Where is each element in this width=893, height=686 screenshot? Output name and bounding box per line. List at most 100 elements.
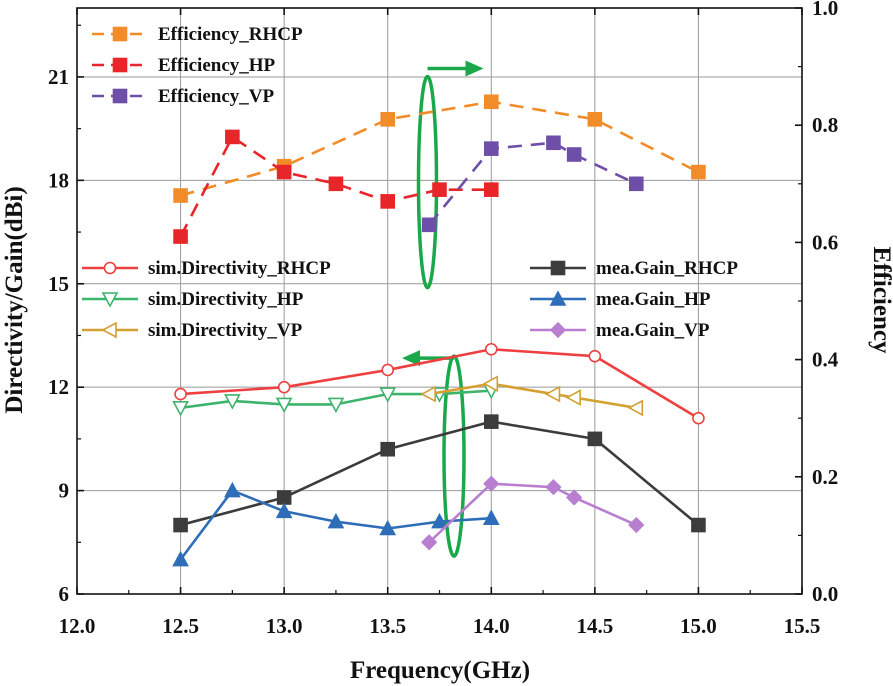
series-sim-directivity-rhcp — [174, 342, 705, 425]
y-right-tick-label: 0.4 — [812, 348, 839, 372]
data-point — [482, 375, 499, 393]
data-point — [483, 141, 499, 156]
data-point — [483, 414, 499, 429]
series-mea-gain-rhcp — [173, 414, 706, 533]
y-left-tick-label: 15 — [48, 272, 69, 296]
y-right-tick-label: 1.0 — [812, 0, 838, 20]
data-point — [276, 164, 292, 180]
data-point — [484, 342, 498, 356]
data-point — [691, 164, 706, 180]
series-line — [180, 100, 700, 197]
legend-item: sim.Directivity_VP — [82, 320, 303, 341]
data-point — [483, 182, 499, 197]
data-point — [420, 385, 436, 403]
annotation-ellipse-efficiency — [416, 74, 439, 290]
data-point — [173, 517, 188, 533]
data-point — [628, 176, 644, 192]
series — [172, 94, 706, 567]
data-point — [379, 387, 397, 403]
series-efficiency-hp — [173, 129, 499, 244]
data-point — [224, 481, 241, 498]
data-point — [327, 512, 345, 529]
data-point — [482, 509, 500, 525]
data-point — [379, 519, 397, 536]
y-right-tick-label: 0.8 — [812, 113, 838, 137]
data-point — [546, 135, 561, 151]
data-point — [380, 194, 396, 209]
data-point — [421, 217, 437, 233]
ticks: 12.0 12.5 13.0 13.5 14.0 14.5 15.0 15.5 6 9 12 15 18… — [48, 0, 839, 638]
series-mea-gain-hp — [172, 481, 500, 567]
data-point — [276, 490, 292, 505]
x-tick-label: 14.5 — [576, 614, 613, 638]
data-point — [225, 129, 240, 145]
annotation-arrow-left-icon — [402, 350, 420, 367]
legend-item: Efficiency_RHCP — [92, 24, 303, 45]
y-axis-right-title: Efficiency — [868, 247, 893, 354]
annotation-arrow-right-icon — [465, 60, 484, 77]
x-tick-label: 14.0 — [473, 614, 510, 638]
series-line — [180, 347, 700, 420]
legend-label: sim.Directivity_HP — [148, 289, 304, 310]
legend-marker — [112, 57, 128, 73]
legend-label: Efficiency_RHCP — [158, 24, 303, 45]
data-point — [432, 182, 447, 197]
y-left-tick-label: 9 — [59, 479, 70, 503]
legends: Efficiency_RHCP Efficiency_HP Efficiency_V… — [82, 24, 738, 341]
legend-label: mea.Gain_VP — [596, 320, 710, 341]
y-axis-left-title: Directivity/Gain(dBi) — [1, 186, 28, 413]
annotations — [402, 60, 484, 558]
data-point — [277, 380, 291, 394]
legend-label: sim.Directivity_VP — [148, 320, 303, 341]
data-point — [565, 389, 581, 406]
legend-item: mea.Gain_RHCP — [530, 258, 738, 279]
legend-item: mea.Gain_VP — [530, 320, 710, 341]
data-point — [380, 112, 396, 127]
series-line — [180, 420, 700, 527]
x-tick-label: 12.0 — [59, 614, 96, 638]
y-left-tick-label: 12 — [48, 375, 69, 399]
data-point — [275, 397, 293, 414]
y-right-tick-label: 0.6 — [812, 230, 838, 254]
data-point — [545, 479, 562, 496]
data-point — [421, 534, 438, 551]
data-point — [172, 401, 189, 417]
x-tick-label: 13.0 — [266, 614, 303, 638]
legend-marker — [101, 321, 117, 339]
data-point — [691, 517, 706, 533]
series-sim-directivity-hp — [172, 383, 500, 417]
legend-marker — [101, 292, 119, 308]
y-left-tick-label: 18 — [48, 168, 69, 192]
data-point — [483, 475, 500, 492]
data-point — [692, 411, 705, 425]
data-point — [566, 147, 582, 162]
y-left-tick-label: 6 — [59, 582, 70, 606]
data-point — [173, 188, 188, 203]
legend-marker — [112, 88, 128, 104]
data-point — [627, 399, 644, 417]
legend-item: mea.Gain_HP — [530, 289, 711, 310]
x-tick-label: 15.5 — [784, 614, 821, 638]
data-point — [380, 441, 396, 457]
legend-marker — [549, 290, 567, 306]
series-mea-gain-vp — [421, 475, 645, 551]
data-point — [483, 94, 499, 110]
data-point — [172, 550, 189, 567]
data-point — [381, 363, 395, 377]
legend-label: mea.Gain_HP — [596, 289, 711, 310]
data-point — [587, 112, 603, 127]
series-line — [428, 141, 637, 226]
x-tick-label: 12.5 — [162, 614, 199, 638]
data-point — [587, 431, 603, 447]
data-point — [628, 516, 645, 534]
data-point — [275, 502, 293, 519]
data-point — [588, 349, 602, 363]
x-tick-label: 15.0 — [680, 614, 717, 638]
legend-item: Efficiency_HP — [92, 55, 276, 76]
data-point — [224, 394, 241, 410]
data-point — [544, 385, 561, 403]
y-right-tick-label: 0.2 — [812, 465, 838, 489]
legend-label: sim.Directivity_RHCP — [148, 258, 331, 279]
legend-marker — [103, 261, 117, 275]
